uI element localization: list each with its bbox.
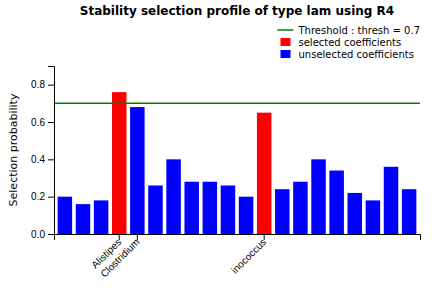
tick-mark [137, 234, 138, 240]
legend: Threshold : thresh = 0.7selected coeffic… [278, 25, 421, 60]
tick: Clostridium [98, 234, 141, 279]
tick-label: 0.0 [31, 229, 45, 240]
legend-label: selected coefficients [299, 37, 402, 48]
legend-label: Threshold : thresh = 0.7 [298, 25, 421, 36]
y-axis: 0.0 0.2 0.4 0.6 0.8 [31, 67, 54, 240]
tick: 0.0 [31, 229, 54, 240]
bar [130, 107, 144, 234]
bar [203, 182, 217, 234]
tick-label: 0.2 [31, 191, 45, 202]
legend-swatch [278, 29, 294, 31]
tick-mark [48, 159, 54, 160]
tick: 0.2 [31, 191, 54, 202]
tick-mark [48, 234, 54, 235]
bar [329, 171, 343, 234]
legend-swatch [281, 50, 291, 58]
legend-item: selected coefficients [281, 37, 402, 48]
legend-item: Threshold : thresh = 0.7 [278, 25, 421, 36]
title: Stability selection profile of type lam … [80, 4, 394, 18]
legend-swatch [281, 38, 291, 46]
threshold-line [54, 103, 420, 105]
tick-mark [119, 234, 120, 240]
tick-label: 0.4 [31, 154, 45, 165]
bar [311, 159, 325, 234]
tick: 0.8 [31, 79, 54, 90]
bar [402, 189, 416, 234]
bar [293, 182, 307, 234]
bar [184, 182, 198, 234]
bar [148, 185, 162, 234]
bar [112, 92, 126, 234]
bar [76, 204, 90, 234]
axis-line [55, 235, 421, 241]
plot: 0.00.20.40.60.8AlistipesClostridiuminoco… [31, 67, 420, 280]
tick-mark [48, 85, 54, 86]
bar [94, 200, 108, 234]
tick-mark [264, 234, 265, 240]
tick-mark [48, 197, 54, 198]
bar [275, 189, 289, 234]
legend-item: unselected coefficients [281, 49, 414, 60]
bar [384, 167, 398, 234]
axis-line [48, 67, 55, 235]
bar [348, 193, 362, 234]
bar [221, 185, 235, 234]
x-axis: AlistipesClostridiuminococcus [55, 234, 421, 279]
marks [54, 92, 420, 234]
bar [58, 197, 72, 234]
legend-label: unselected coefficients [299, 49, 414, 60]
tick: 0.6 [31, 117, 54, 128]
tick-mark [48, 122, 54, 123]
bar [366, 200, 380, 234]
tick-label: inococcus [229, 236, 268, 275]
tick-label: 0.6 [31, 117, 45, 128]
bar [166, 159, 180, 234]
tick-label: 0.8 [31, 79, 45, 90]
tick: 0.4 [31, 154, 54, 165]
y-axis-title: Selection probability [7, 93, 20, 206]
chart: Stability selection profile of type lam … [0, 0, 432, 288]
tick: inococcus [229, 234, 268, 276]
tick-label: Clostridium [98, 236, 141, 279]
bar [257, 113, 271, 234]
bar [239, 197, 253, 234]
